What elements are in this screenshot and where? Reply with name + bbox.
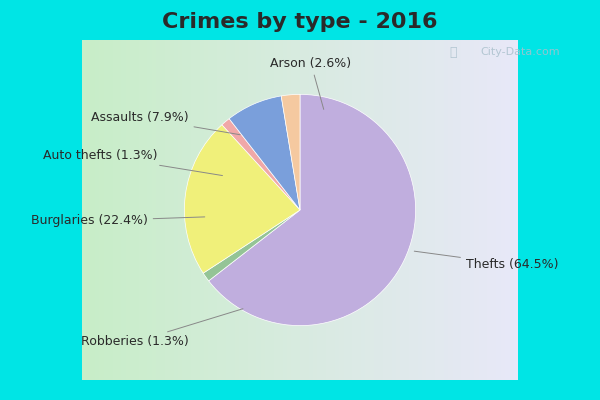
Text: Thefts (64.5%): Thefts (64.5%) bbox=[414, 251, 559, 271]
Wedge shape bbox=[184, 125, 300, 273]
Wedge shape bbox=[229, 96, 300, 210]
Text: Burglaries (22.4%): Burglaries (22.4%) bbox=[31, 214, 205, 227]
Text: Auto thefts (1.3%): Auto thefts (1.3%) bbox=[43, 149, 223, 176]
Wedge shape bbox=[281, 94, 300, 210]
Text: Assaults (7.9%): Assaults (7.9%) bbox=[91, 111, 240, 135]
Wedge shape bbox=[203, 210, 300, 281]
Text: Crimes by type - 2016: Crimes by type - 2016 bbox=[162, 12, 438, 32]
Text: Robberies (1.3%): Robberies (1.3%) bbox=[81, 309, 243, 348]
Wedge shape bbox=[209, 94, 416, 326]
Text: ⓘ: ⓘ bbox=[449, 46, 457, 58]
Text: Arson (2.6%): Arson (2.6%) bbox=[271, 57, 352, 110]
Text: City-Data.com: City-Data.com bbox=[480, 47, 560, 57]
Wedge shape bbox=[222, 119, 300, 210]
